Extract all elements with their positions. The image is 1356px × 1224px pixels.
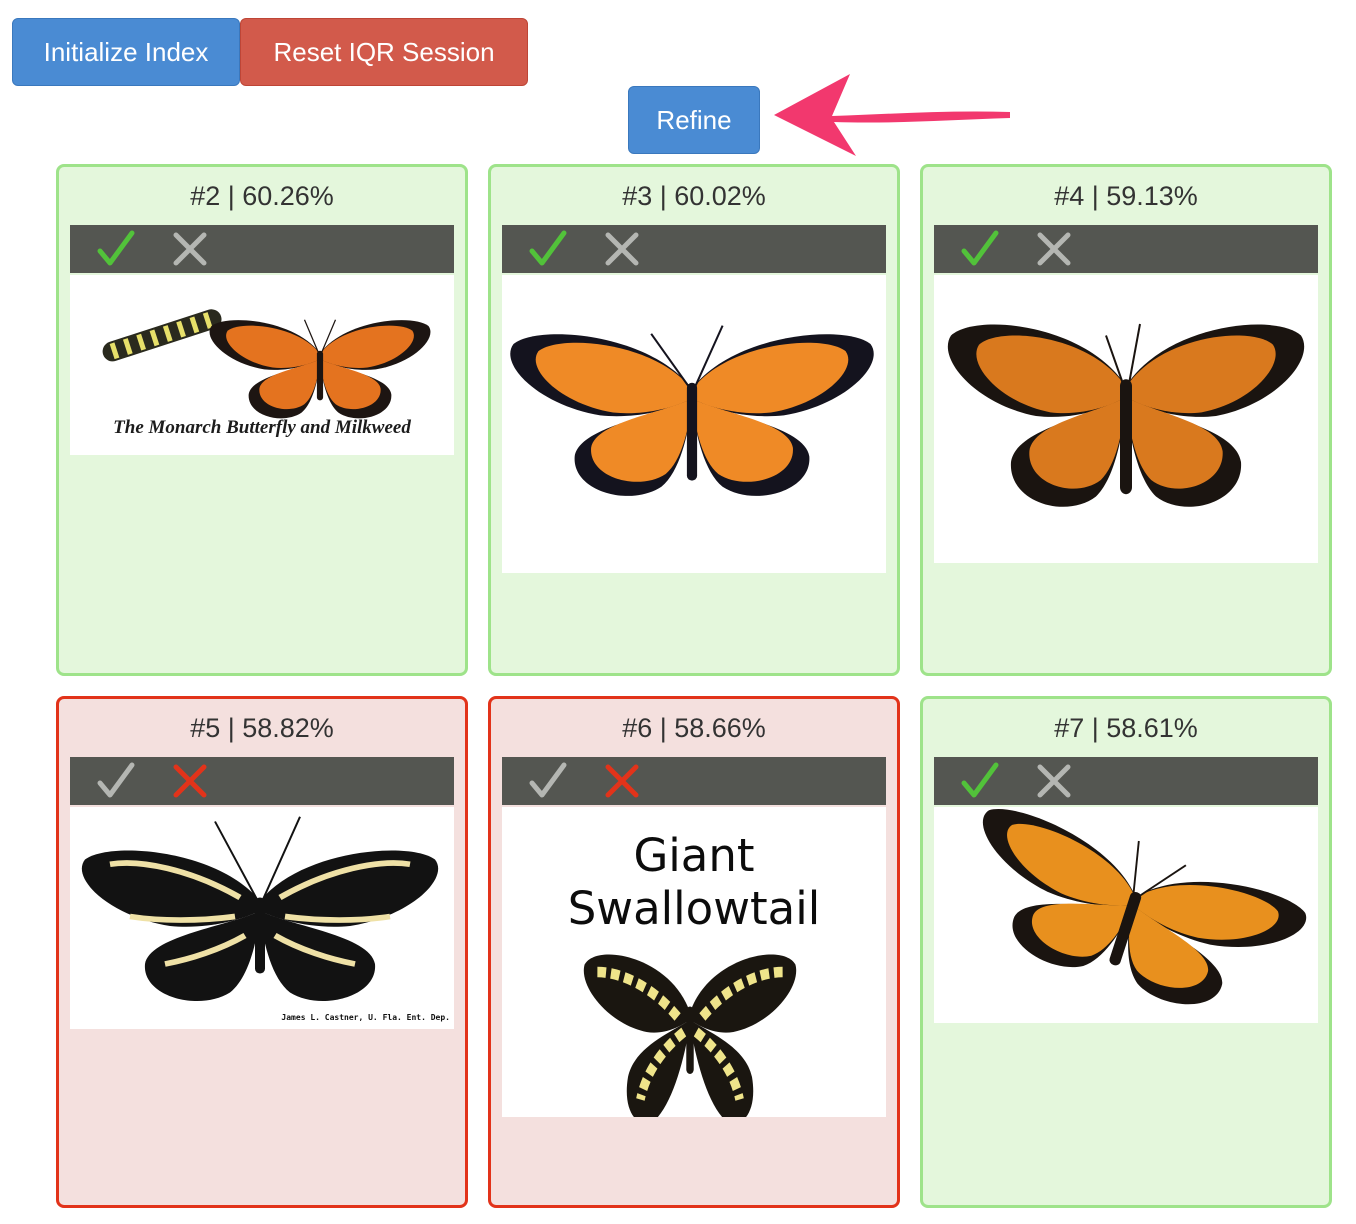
result-card-2: #2 | 60.26% The Monarch But (56, 164, 468, 676)
positive-check-icon[interactable] (528, 229, 568, 269)
result-thumbnail[interactable]: The Monarch Butterfly and Milkweed (70, 275, 454, 455)
reset-iqr-session-button[interactable]: Reset IQR Session (240, 18, 528, 86)
butterfly-image (81, 816, 439, 1002)
thumbnail-caption: James L. Castner, U. Fla. Ent. Dep. (281, 1013, 450, 1022)
result-thumbnail[interactable]: Giant Swallowtail (502, 807, 886, 1117)
annotation-arrow-icon (774, 74, 1010, 156)
result-title: #7 | 58.61% (1054, 713, 1198, 743)
rating-bar (502, 757, 886, 805)
butterfly-image (510, 325, 874, 496)
butterfly-image (102, 309, 431, 419)
negative-x-icon[interactable] (602, 229, 642, 269)
result-thumbnail[interactable] (502, 275, 886, 573)
result-thumbnail[interactable] (934, 275, 1318, 563)
result-title: #2 | 60.26% (190, 181, 334, 211)
positive-check-icon[interactable] (96, 761, 136, 801)
refine-button[interactable]: Refine (628, 86, 760, 154)
negative-x-icon[interactable] (1034, 229, 1074, 269)
thumbnail-caption: Giant Swallowtail (567, 829, 821, 935)
positive-check-icon[interactable] (96, 229, 136, 269)
result-title: #5 | 58.82% (190, 713, 334, 743)
rating-bar (502, 225, 886, 273)
result-card-5: #5 | 58.82% James L. Castner, U. (56, 696, 468, 1208)
result-title: #6 | 58.66% (622, 713, 766, 743)
butterfly-image (947, 807, 1311, 1023)
result-card-4: #4 | 59.13% (920, 164, 1332, 676)
negative-x-icon[interactable] (1034, 761, 1074, 801)
result-card-6: #6 | 58.66% Giant Swallowtail (488, 696, 900, 1208)
butterfly-image (583, 954, 797, 1117)
negative-x-icon[interactable] (170, 761, 210, 801)
result-thumbnail[interactable]: James L. Castner, U. Fla. Ent. Dep. (70, 807, 454, 1029)
rating-bar (934, 225, 1318, 273)
positive-check-icon[interactable] (960, 229, 1000, 269)
positive-check-icon[interactable] (528, 761, 568, 801)
result-title: #3 | 60.02% (622, 181, 766, 211)
result-thumbnail[interactable] (934, 807, 1318, 1023)
positive-check-icon[interactable] (960, 761, 1000, 801)
result-card-7: #7 | 58.61% (920, 696, 1332, 1208)
negative-x-icon[interactable] (602, 761, 642, 801)
negative-x-icon[interactable] (170, 229, 210, 269)
butterfly-image (947, 323, 1305, 507)
rating-bar (70, 225, 454, 273)
initialize-index-button[interactable]: Initialize Index (12, 18, 240, 86)
result-title: #4 | 59.13% (1054, 181, 1198, 211)
rating-bar (70, 757, 454, 805)
rating-bar (934, 757, 1318, 805)
thumbnail-caption: The Monarch Butterfly and Milkweed (113, 417, 411, 438)
result-card-3: #3 | 60.02% (488, 164, 900, 676)
